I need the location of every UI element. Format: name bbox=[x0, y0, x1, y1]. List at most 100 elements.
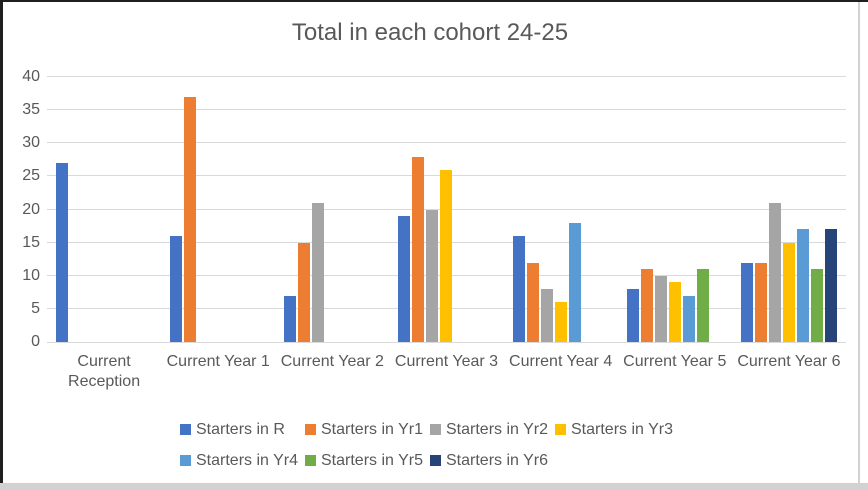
slot-starters-in-yr4 bbox=[568, 77, 581, 342]
slot-starters-in-yr2 bbox=[654, 77, 667, 342]
slot-starters-in-yr3 bbox=[326, 77, 338, 342]
y-tick-label-35: 35 bbox=[22, 101, 40, 119]
bar-starters-in-yr5-current-year-5 bbox=[696, 269, 709, 342]
chart-title: Total in each cohort 24-25 bbox=[291, 19, 569, 46]
slot-starters-in-r bbox=[740, 77, 753, 342]
legend-label: Starters in Yr2 bbox=[446, 420, 548, 438]
bar-starters-in-yr3-current-year-3 bbox=[440, 169, 453, 342]
x-category-label-line: Reception bbox=[68, 373, 141, 390]
slot-starters-in-yr5 bbox=[810, 77, 823, 342]
slot-starters-in-yr2 bbox=[198, 77, 210, 342]
legend-item-starters-in-yr3: Starters in Yr3 bbox=[555, 421, 680, 438]
x-category-label-line: Current bbox=[77, 353, 131, 370]
slot-starters-in-r bbox=[284, 77, 297, 342]
bar-starters-in-yr1-current-year-4 bbox=[526, 262, 539, 342]
slot-starters-in-yr6 bbox=[254, 77, 266, 342]
gridline-40 bbox=[47, 76, 846, 77]
bar-starters-in-r-current-reception bbox=[56, 163, 69, 342]
bar-starters-in-yr3-current-year-6 bbox=[782, 242, 795, 342]
x-axis-labels: Current Reception Current Year 1 Current Ye… bbox=[47, 352, 846, 392]
slot-starters-in-yr1 bbox=[754, 77, 767, 342]
legend-swatch-starters-in-r bbox=[180, 424, 191, 435]
slot-starters-in-yr6 bbox=[368, 77, 380, 342]
legend-swatch-starters-in-yr5 bbox=[305, 455, 316, 466]
y-tick-label-10: 10 bbox=[22, 266, 40, 284]
legend-swatch-starters-in-yr6 bbox=[430, 455, 441, 466]
slot-starters-in-yr3 bbox=[554, 77, 567, 342]
slot-starters-in-yr4 bbox=[112, 77, 124, 342]
slot-starters-in-yr3 bbox=[782, 77, 795, 342]
legend-swatch-starters-in-yr2 bbox=[430, 424, 441, 435]
y-tick-label-30: 30 bbox=[22, 134, 40, 152]
slot-starters-in-yr2 bbox=[540, 77, 553, 342]
category-group-current-reception bbox=[47, 77, 161, 342]
y-tick-label-5: 5 bbox=[31, 299, 40, 317]
x-category-label-line: Current Year 5 bbox=[623, 353, 727, 370]
slot-starters-in-yr6 bbox=[824, 77, 837, 342]
bar-starters-in-yr2-current-year-3 bbox=[426, 209, 439, 342]
slot-starters-in-yr4 bbox=[226, 77, 238, 342]
slot-starters-in-yr4 bbox=[682, 77, 695, 342]
slot-starters-in-yr1 bbox=[412, 77, 425, 342]
slot-starters-in-yr6 bbox=[711, 77, 723, 342]
slot-starters-in-yr5 bbox=[126, 77, 138, 342]
x-category-label-current-year-4: Current Year 4 bbox=[504, 352, 618, 392]
slot-starters-in-yr2 bbox=[426, 77, 439, 342]
slot-starters-in-r bbox=[512, 77, 525, 342]
legend-swatch-starters-in-yr1 bbox=[305, 424, 316, 435]
bar-starters-in-yr6-current-year-6 bbox=[824, 229, 837, 342]
bar-starters-in-yr3-current-year-4 bbox=[554, 302, 567, 342]
bar-starters-in-yr4-current-year-5 bbox=[682, 295, 695, 342]
legend-item-starters-in-yr2: Starters in Yr2 bbox=[430, 421, 555, 438]
legend-label: Starters in Yr4 bbox=[196, 451, 298, 469]
slot-starters-in-yr2 bbox=[84, 77, 96, 342]
bar-starters-in-yr1-current-year-6 bbox=[754, 262, 767, 342]
y-tick-label-0: 0 bbox=[31, 333, 40, 350]
slot-starters-in-yr2 bbox=[312, 77, 325, 342]
slot-starters-in-yr4 bbox=[796, 77, 809, 342]
slot-starters-in-yr4 bbox=[340, 77, 352, 342]
legend: Starters in R Starters in Yr1 Starters in … bbox=[0, 421, 860, 469]
bar-starters-in-yr1-current-year-3 bbox=[412, 156, 425, 342]
category-group-current-year-2 bbox=[275, 77, 389, 342]
x-category-label-current-year-6: Current Year 6 bbox=[732, 352, 846, 392]
bars-layer bbox=[47, 77, 846, 342]
slot-starters-in-yr1 bbox=[640, 77, 653, 342]
bar-starters-in-r-current-year-1 bbox=[170, 236, 183, 342]
slot-starters-in-yr1 bbox=[184, 77, 197, 342]
bar-starters-in-r-current-year-6 bbox=[740, 262, 753, 342]
slot-starters-in-yr3 bbox=[668, 77, 681, 342]
legend-label: Starters in Yr1 bbox=[321, 420, 423, 438]
x-category-label-current-reception: Current Reception bbox=[47, 352, 161, 392]
y-axis-tick-labels: 40 35 30 25 20 15 10 5 0 bbox=[6, 69, 40, 350]
bar-starters-in-yr4-current-year-6 bbox=[796, 229, 809, 342]
bar-starters-in-yr5-current-year-6 bbox=[810, 269, 823, 342]
legend-swatch-starters-in-yr4 bbox=[180, 455, 191, 466]
legend-item-starters-in-yr6: Starters in Yr6 bbox=[430, 452, 555, 469]
screen-edge-right bbox=[858, 2, 860, 484]
screen-edge-bottom bbox=[0, 483, 868, 490]
bar-starters-in-yr1-current-year-2 bbox=[298, 242, 311, 342]
plot-area bbox=[47, 76, 846, 343]
screen-edge-top bbox=[0, 0, 868, 2]
bar-starters-in-r-current-year-4 bbox=[512, 236, 525, 342]
y-tick-label-20: 20 bbox=[22, 200, 40, 218]
slot-starters-in-yr1 bbox=[298, 77, 311, 342]
slot-starters-in-yr1 bbox=[70, 77, 82, 342]
slot-starters-in-yr3 bbox=[440, 77, 453, 342]
slot-starters-in-yr5 bbox=[468, 77, 480, 342]
bar-starters-in-r-current-year-3 bbox=[398, 216, 411, 342]
category-group-current-year-6 bbox=[732, 77, 846, 342]
slot-starters-in-yr5 bbox=[354, 77, 366, 342]
slot-starters-in-r bbox=[170, 77, 183, 342]
legend-item-starters-in-yr5: Starters in Yr5 bbox=[305, 452, 430, 469]
slot-starters-in-yr2 bbox=[768, 77, 781, 342]
slot-starters-in-r bbox=[398, 77, 411, 342]
x-category-label-line: Current Year 2 bbox=[280, 353, 384, 370]
x-category-label-line: Current Year 6 bbox=[737, 353, 841, 370]
bar-starters-in-yr2-current-year-4 bbox=[540, 289, 553, 342]
bar-starters-in-r-current-year-2 bbox=[284, 295, 297, 342]
slot-starters-in-yr1 bbox=[526, 77, 539, 342]
legend-item-starters-in-yr4: Starters in Yr4 bbox=[180, 452, 305, 469]
